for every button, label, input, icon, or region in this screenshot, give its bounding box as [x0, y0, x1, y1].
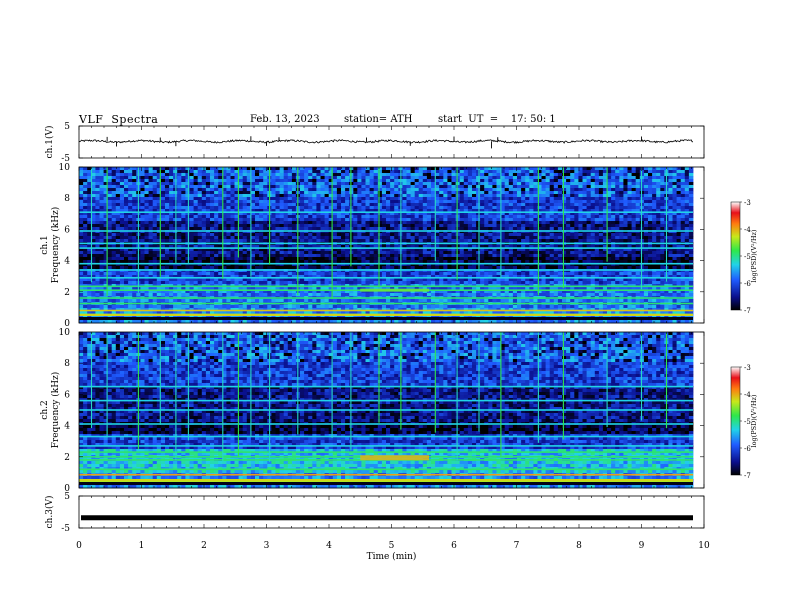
colorbar-tick-label: -4: [744, 226, 751, 234]
x-tick-label: 1: [139, 541, 145, 551]
band-line: [79, 399, 693, 402]
colorbar-tick-label: -5: [744, 418, 751, 426]
ch1-spectrogram-tick-label: 4: [64, 257, 70, 267]
band-line: [79, 277, 693, 279]
x-tick-label: 9: [639, 541, 645, 551]
ch1-spectrogram-tick-label: 2: [64, 288, 70, 298]
ch1-waveform-tick-label: 5: [64, 122, 70, 132]
band-line: [79, 385, 693, 388]
band-line: [79, 409, 693, 411]
start-time-label: start UT = 17: 50: 1: [438, 114, 556, 125]
ch1-spectrogram-image: [79, 167, 694, 324]
x-tick-label: 8: [576, 541, 582, 551]
ch2-spectrogram-colorbar: [730, 366, 741, 476]
ch3-waveform-frame: [78, 495, 705, 529]
ch2-spectrogram-tick-label: 0: [64, 484, 70, 494]
dc-strip: [79, 317, 693, 320]
ch1-spectrogram-tick-label: 10: [59, 163, 71, 173]
band-line: [79, 230, 693, 232]
enhancement: [360, 288, 429, 292]
ch1-waveform-ylabel: ch.1(V): [44, 126, 55, 159]
band-line: [79, 302, 693, 305]
band-line: [79, 473, 693, 476]
band-line: [79, 247, 693, 249]
band-line: [79, 481, 693, 483]
band-line: [79, 242, 693, 245]
ch1-spectrogram-tick-label: 0: [64, 319, 70, 329]
ch1-spectrogram-tick-label: 8: [64, 194, 70, 204]
band-line: [79, 211, 693, 213]
dc-line: [79, 479, 693, 481]
ch1-spectrogram-colorbar: [730, 201, 741, 311]
colorbar-tick-label: -6: [744, 445, 751, 453]
x-tick-label: 0: [76, 541, 82, 551]
ch3-waveform-tick-label: 5: [64, 492, 70, 502]
colorbar-tick-label: -5: [744, 253, 751, 261]
colorbar-tick-label: -4: [744, 391, 751, 399]
ch1-waveform-tick-label: -5: [61, 154, 70, 164]
ch1-spectrogram-ylabel: Frequency (kHz): [50, 207, 61, 284]
x-tick-label: 10: [698, 541, 710, 551]
ch2-spectrogram-tick-label: 6: [64, 390, 70, 400]
colorbar-tick-label: -3: [744, 199, 751, 207]
dc-strip: [79, 482, 693, 485]
x-tick-label: 6: [451, 541, 457, 551]
band-line: [79, 285, 693, 288]
band-line: [79, 269, 693, 271]
enhancement: [360, 455, 429, 461]
date-label: Feb. 13, 2023: [250, 114, 320, 125]
ch2-spectrogram-tick-label: 2: [64, 453, 70, 463]
ch2-spectrogram-ylabel: Frequency (kHz): [50, 372, 61, 449]
ch3-waveform-trace: [81, 515, 693, 521]
x-tick-label: 5: [389, 541, 395, 551]
ch2-spectrogram-tick-label: 8: [64, 359, 70, 369]
ch2-spectrogram-ylabel: ch.2: [40, 400, 50, 419]
band-line: [79, 309, 693, 312]
band-line: [79, 435, 693, 438]
ch1-spectrogram-ylabel: ch.1: [40, 235, 50, 254]
ch2-spectrogram-tick-label: 4: [64, 422, 70, 432]
colorbar-tick-label: -3: [744, 364, 751, 372]
ch2-spectrogram-image: [79, 332, 694, 489]
x-tick-label: 4: [326, 541, 332, 551]
colorbar-tick-label: -6: [744, 280, 751, 288]
x-tick-label: 2: [201, 541, 207, 551]
station-label: station= ATH: [344, 114, 413, 125]
colorbar-tick-label: -7: [744, 307, 751, 315]
x-axis-label: Time (min): [367, 551, 417, 562]
figure-title: VLF Spectra: [79, 113, 159, 126]
band-line: [79, 445, 693, 447]
ch1-spectrogram-tick-label: 6: [64, 225, 70, 235]
x-tick-label: 3: [264, 541, 270, 551]
band-line: [79, 262, 693, 265]
dc-line: [79, 314, 693, 316]
band-line: [79, 423, 693, 425]
ch1-spectrogram-colorbar-label: log(PSD)(V²/Hz): [750, 229, 758, 282]
ch1-waveform-trace: [78, 139, 694, 144]
ch2-spectrogram-colorbar-label: log(PSD)(V²/Hz): [750, 394, 758, 447]
band-line: [79, 451, 693, 453]
ch2-spectrogram-tick-label: 10: [59, 328, 71, 338]
colorbar-tick-label: -7: [744, 472, 751, 480]
band-line: [79, 297, 693, 299]
ch3-waveform-tick-label: -5: [61, 524, 70, 534]
band-line: [79, 468, 693, 471]
x-tick-label: 7: [514, 541, 520, 551]
ch3-waveform-ylabel: ch.3(V): [44, 496, 55, 529]
